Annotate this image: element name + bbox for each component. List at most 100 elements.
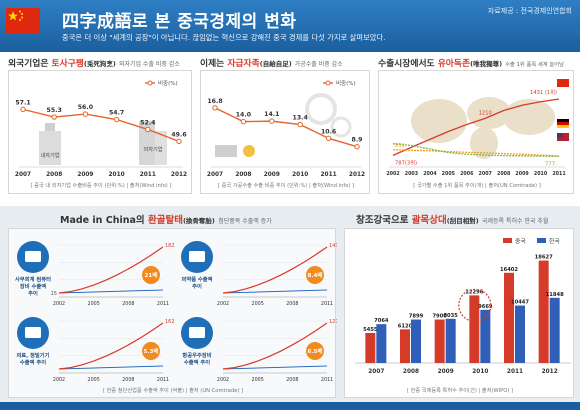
p5-value-한국-2008: 7899 (409, 314, 424, 320)
p2-value-2007: 16.8 (207, 98, 222, 105)
p2-point-2007 (212, 105, 218, 111)
p4-tick-0-2011: 2011 (157, 301, 169, 307)
p3-tick-2010: 2010 (534, 171, 548, 177)
p5-tick-2011: 2011 (507, 369, 523, 375)
p3-series-중국 (392, 98, 560, 156)
p4-tick-0-2005: 2005 (88, 301, 100, 307)
p3-map-africa (470, 127, 498, 159)
p1-domestic-building-top (45, 123, 55, 131)
p5-bar-한국-2012 (549, 297, 560, 363)
p1-legend-marker (147, 80, 153, 86)
p4-category-label-0-2: 추이 (28, 289, 38, 297)
p2-factory-icon (215, 145, 237, 157)
p1-point-2007 (20, 106, 26, 113)
page-title: 四字成語로 본 중국경제의 변화 (62, 12, 297, 32)
p3-tick-2011: 2011 (552, 171, 565, 177)
p5-bar-중국-2010 (469, 295, 480, 363)
p1-value-2011: 52.4 (140, 119, 156, 126)
p1-value-2008: 55.3 (47, 107, 62, 114)
p1-domestic-building (39, 131, 61, 165)
p3-tick-2008: 2008 (497, 171, 511, 177)
p2-point-2009 (269, 118, 275, 124)
p2-value-2009: 14.1 (264, 111, 279, 118)
p5-bar-한국-2009 (445, 318, 456, 363)
p1-tick-2012: 2012 (171, 172, 187, 178)
p4-end-value-1: 143 (329, 243, 337, 249)
p5-bar-한국-2010 (480, 309, 491, 363)
p3-germany-flag-gold (557, 125, 569, 128)
p3-series-미국 (392, 143, 560, 157)
p4-tick-3-2011: 2011 (321, 377, 333, 383)
p4-category-label-3-0: 항공우주장비 (182, 351, 211, 359)
p3-china-flag-icon (557, 79, 569, 87)
p2-point-2012 (354, 144, 360, 150)
p3-tick-2005: 2005 (442, 171, 455, 177)
p5-tick-2012: 2012 (542, 369, 558, 375)
p1-foreign-building-2 (155, 131, 167, 165)
p4-tick-1-2002: 2002 (217, 301, 229, 307)
p4-series-china-1 (222, 246, 328, 294)
panel5-title-pre: 창조강국으로 (356, 215, 412, 226)
p1-tick-2009: 2009 (77, 172, 93, 178)
p4-growth-badge-text-0: 21배 (145, 271, 158, 279)
p2-value-2011: 10.6 (321, 128, 336, 135)
p3-tick-2007: 2007 (479, 171, 492, 177)
panel1-caption: [ 중국 내 외자기업 수출비중 추이 (단위:%) | 출처(Wind inf… (30, 183, 172, 189)
p5-value-한국-2009: 8035 (443, 313, 458, 319)
panel1-chart-box: 비중(%) 2007 2008 2009 2010 2011 2012 내자기업 외자기업 57.… (8, 70, 192, 194)
header-banner: 四字成語로 본 중국경제의 변화 자료제공 : 전국경제인연합회 중국은 더 이… (0, 0, 580, 52)
p3-germany-flag-icon (557, 119, 569, 122)
panel4-title-pre: Made in China의 (60, 215, 148, 226)
panel2-chart: 비중(%) 2007 2008 2009 2010 2011 2012 16.8 14.0 14.… (207, 79, 365, 178)
panel3-title-highlight: 유아독존 (437, 59, 471, 69)
p2-tick-2010: 2010 (292, 172, 308, 178)
p5-value-중국-2007: 5455 (363, 327, 378, 333)
p2-gear-icon (305, 93, 337, 125)
p1-domestic-label: 내자기업 (40, 151, 59, 159)
p1-value-2007: 57.1 (15, 99, 30, 106)
p1-series-line (22, 108, 180, 143)
panel4-caption: [ 한중 첨단산업품 수출액 추이 (억불) | 출처 (UN Comtrade… (102, 388, 244, 394)
p2-tick-2008: 2008 (235, 172, 251, 178)
panel3-chart: 2002 2003 2004 2005 2006 2007 2008 2009 2010 2011… (386, 79, 569, 177)
p4-growth-badge-0 (142, 266, 160, 284)
bottom-bar (0, 402, 580, 410)
p1-value-2009: 56.0 (78, 104, 94, 111)
p4-category-icon-glyph-1 (189, 251, 205, 262)
p1-tick-2010: 2010 (109, 172, 125, 178)
p4-tick-1-2008: 2008 (286, 301, 298, 307)
p5-legend-swatch-0 (503, 238, 512, 243)
p3-label-cn-end: 1431 (1위) (530, 88, 557, 96)
p5-value-중국-2010: 12296 (465, 289, 483, 295)
p5-legend-swatch-1 (537, 238, 546, 243)
panel4-title-highlight: 환골탈태 (147, 215, 183, 226)
p4-tick-2-2008: 2008 (122, 377, 134, 383)
p4-tick-1-2005: 2005 (252, 301, 264, 307)
p1-point-2011 (145, 126, 151, 133)
p4-category-icon-glyph-2 (25, 327, 41, 338)
p2-legend-label: 비중(%) (336, 79, 356, 87)
p4-series-korea-0 (58, 289, 164, 294)
p4-category-label-0-1: 장비 수출액 (20, 282, 46, 290)
p5-bar-중국-2012 (538, 260, 549, 363)
panel5-box: 중국 한국 5455 7064 2007 6120 7899 2008 7900 8035 2009… (344, 228, 574, 398)
p4-tick-3-2008: 2008 (286, 377, 298, 383)
p5-bar-중국-2009 (434, 319, 445, 363)
panel5-title-highlight: 괄목상대 (411, 215, 447, 226)
p4-tick-2-2005: 2005 (88, 377, 100, 383)
p4-category-label-0-0: 사무회계 컴퓨터 (15, 275, 51, 283)
p4-growth-badge-3 (306, 342, 324, 360)
p1-point-2008 (51, 114, 57, 120)
p5-bar-중국-2007 (365, 332, 376, 363)
p5-value-한국-2007: 7064 (374, 318, 389, 324)
panel4-box: 사무회계 컴퓨터 장비 수출액 추이 182 15 2002 2005 2008 2011 21배… (8, 228, 339, 398)
p4-series-china-0 (58, 246, 164, 294)
p4-growth-badge-text-2: 5.3배 (143, 347, 158, 355)
p4-tick-3-2005: 2005 (252, 377, 264, 383)
panel2-title: 이제는 자급자족(自給自足) 가공수출 비중 감소 (200, 56, 343, 69)
p5-legend-label-0: 중국 (515, 238, 526, 245)
p5-value-한국-2012: 11848 (546, 292, 564, 298)
p4-end-value-2: 162 (165, 319, 175, 325)
p1-point-2009 (82, 111, 89, 117)
p2-point-2011 (325, 135, 332, 142)
